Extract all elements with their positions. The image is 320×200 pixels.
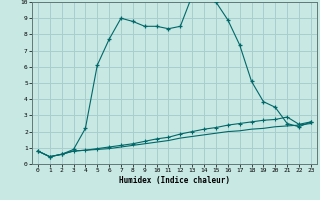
X-axis label: Humidex (Indice chaleur): Humidex (Indice chaleur)	[119, 176, 230, 185]
